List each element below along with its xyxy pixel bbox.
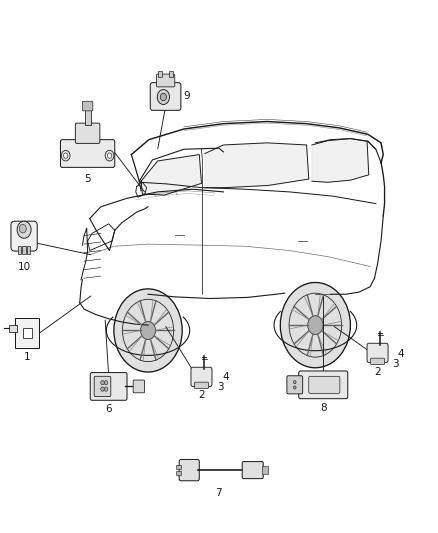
Circle shape (104, 381, 108, 385)
Text: 3: 3 (217, 382, 224, 392)
Text: 2: 2 (198, 391, 205, 400)
Circle shape (160, 93, 166, 101)
FancyBboxPatch shape (156, 74, 175, 87)
Text: 10: 10 (18, 262, 31, 271)
Circle shape (105, 150, 114, 161)
FancyBboxPatch shape (11, 221, 37, 251)
FancyBboxPatch shape (60, 140, 115, 167)
FancyBboxPatch shape (242, 462, 263, 479)
Bar (23, 328, 32, 338)
Circle shape (107, 153, 112, 158)
Circle shape (101, 381, 104, 385)
FancyBboxPatch shape (133, 380, 145, 393)
Text: 3: 3 (392, 359, 399, 368)
Circle shape (293, 381, 296, 384)
FancyBboxPatch shape (179, 459, 199, 481)
FancyBboxPatch shape (90, 373, 127, 400)
Text: 1: 1 (24, 352, 31, 362)
Text: 9: 9 (183, 91, 190, 101)
Circle shape (114, 289, 182, 372)
FancyBboxPatch shape (194, 382, 208, 389)
Text: 7: 7 (215, 488, 222, 498)
Bar (176, 471, 181, 475)
FancyBboxPatch shape (75, 123, 100, 143)
Bar (27, 246, 30, 254)
Circle shape (141, 321, 155, 340)
Text: 8: 8 (320, 403, 327, 413)
Bar (22, 246, 26, 254)
Bar (176, 465, 181, 469)
Circle shape (101, 387, 104, 391)
Circle shape (157, 90, 170, 104)
Bar (85, 109, 91, 125)
Text: 5: 5 (84, 174, 91, 183)
Text: 4: 4 (223, 373, 229, 382)
Circle shape (17, 221, 31, 238)
Bar (169, 71, 173, 77)
Text: 2: 2 (374, 367, 381, 377)
Circle shape (61, 150, 70, 161)
Circle shape (293, 386, 296, 389)
FancyBboxPatch shape (309, 376, 340, 393)
Bar (262, 466, 268, 474)
FancyBboxPatch shape (371, 358, 385, 365)
FancyBboxPatch shape (82, 101, 93, 111)
Text: 6: 6 (105, 405, 112, 414)
FancyBboxPatch shape (94, 376, 111, 397)
FancyBboxPatch shape (367, 343, 388, 362)
FancyBboxPatch shape (299, 371, 348, 399)
Polygon shape (205, 143, 309, 188)
Bar (18, 246, 21, 254)
Circle shape (280, 282, 350, 368)
Text: 4: 4 (398, 349, 404, 359)
FancyBboxPatch shape (287, 376, 303, 394)
Polygon shape (141, 155, 201, 195)
Circle shape (64, 153, 68, 158)
Circle shape (307, 316, 323, 335)
Circle shape (104, 387, 108, 391)
Polygon shape (312, 139, 369, 182)
FancyBboxPatch shape (15, 318, 39, 349)
FancyBboxPatch shape (150, 83, 181, 110)
Circle shape (19, 224, 26, 233)
Bar (158, 71, 162, 77)
FancyBboxPatch shape (191, 367, 212, 386)
Bar (9, 325, 17, 332)
